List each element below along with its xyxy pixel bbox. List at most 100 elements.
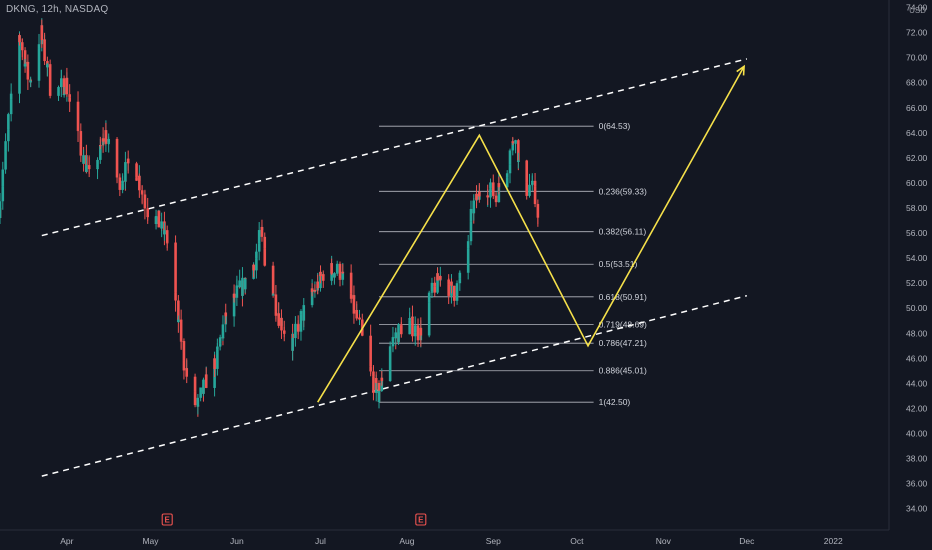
price-tick-label: 48.00 [906,328,928,338]
candle [388,341,392,357]
candle [174,282,177,312]
price-tick-label: 68.00 [906,78,928,88]
candle [140,185,144,204]
price-tick-label: 44.00 [906,378,928,388]
candle [213,354,216,377]
candle [177,295,180,333]
candle [0,193,2,225]
price-tick-label: 46.00 [906,353,928,363]
time-tick-label: Jun [230,536,244,546]
candle [377,390,381,409]
candle [508,148,512,169]
projection-arrowhead [736,64,745,76]
candle [99,136,102,150]
price-tick-label: 72.00 [906,28,928,38]
candle [96,157,99,173]
candle [107,133,110,145]
candle [57,85,60,98]
candle [525,178,529,200]
candle [271,293,275,297]
candle [358,314,361,320]
time-tick-label: Aug [399,536,414,546]
candle [124,151,127,190]
candle [199,387,202,395]
candle [252,263,255,278]
candle [85,154,88,173]
candle [330,258,333,276]
candle [196,394,200,415]
price-tick-label: 66.00 [906,103,928,113]
price-axis[interactable]: 34.00 36.00 38.00 40.00 42.00 44.00 46.00 48.00… [906,3,928,514]
candle [160,212,163,238]
candle [60,69,63,84]
candle [282,326,286,338]
candle [163,222,166,241]
time-tick-label: Nov [656,536,672,546]
time-tick-label: Apr [60,536,73,546]
candle [7,112,10,135]
candle [235,275,239,291]
candle [121,173,124,189]
candle [447,274,450,305]
candle [135,176,138,181]
channel-upper-line [41,58,748,237]
time-axis[interactable]: Apr May Jun Jul Aug Sep Oct Nov Dec 2022 [60,536,843,546]
candle [313,284,317,294]
price-tick-label: 40.00 [906,429,928,439]
symbol-header: DKNG, 12h, NASDAQ [6,4,109,15]
candle [380,370,384,386]
price-tick-label: 58.00 [906,203,928,213]
earnings-marker[interactable]: E [161,513,173,526]
candle [143,190,147,220]
candle [528,173,531,195]
candle [87,157,91,174]
candle [400,317,403,338]
time-tick-label: 2022 [824,536,843,546]
price-tick-label: 56.00 [906,228,928,238]
time-tick-label: Dec [739,536,755,546]
candle [37,33,41,54]
candle [511,136,515,146]
candle [101,127,105,153]
candle [536,207,540,227]
candle [450,278,453,294]
candle [497,176,501,195]
earnings-marker[interactable]: E [415,513,427,526]
fib-label-5: 0.719(48.69) [599,320,647,330]
candle [43,32,46,66]
candle [118,174,122,197]
candle [218,334,222,351]
candle [20,38,24,61]
candle [455,280,459,300]
candle [76,91,80,131]
candle [4,133,7,153]
fib-label-6: 0.786(47.21) [599,338,647,348]
candle [427,290,431,307]
candle [355,301,359,321]
candle [394,327,398,346]
candle [302,298,306,331]
candle [271,261,275,298]
price-tick-label: 50.00 [906,303,928,313]
candle [430,277,434,298]
candle [514,139,517,154]
candle [333,272,336,285]
candle [18,33,21,46]
candle [4,148,7,174]
candle [491,174,495,197]
channel-lower-line [41,294,748,477]
currency-label: USD [909,6,926,15]
candlestick-series [0,18,540,417]
candle [296,315,300,340]
candle [238,269,241,288]
candle [68,84,71,100]
candle [241,267,244,299]
candle [310,283,314,297]
candle [257,222,261,251]
candle [466,234,470,259]
price-tick-label: 64.00 [906,128,928,138]
candle [291,332,294,361]
